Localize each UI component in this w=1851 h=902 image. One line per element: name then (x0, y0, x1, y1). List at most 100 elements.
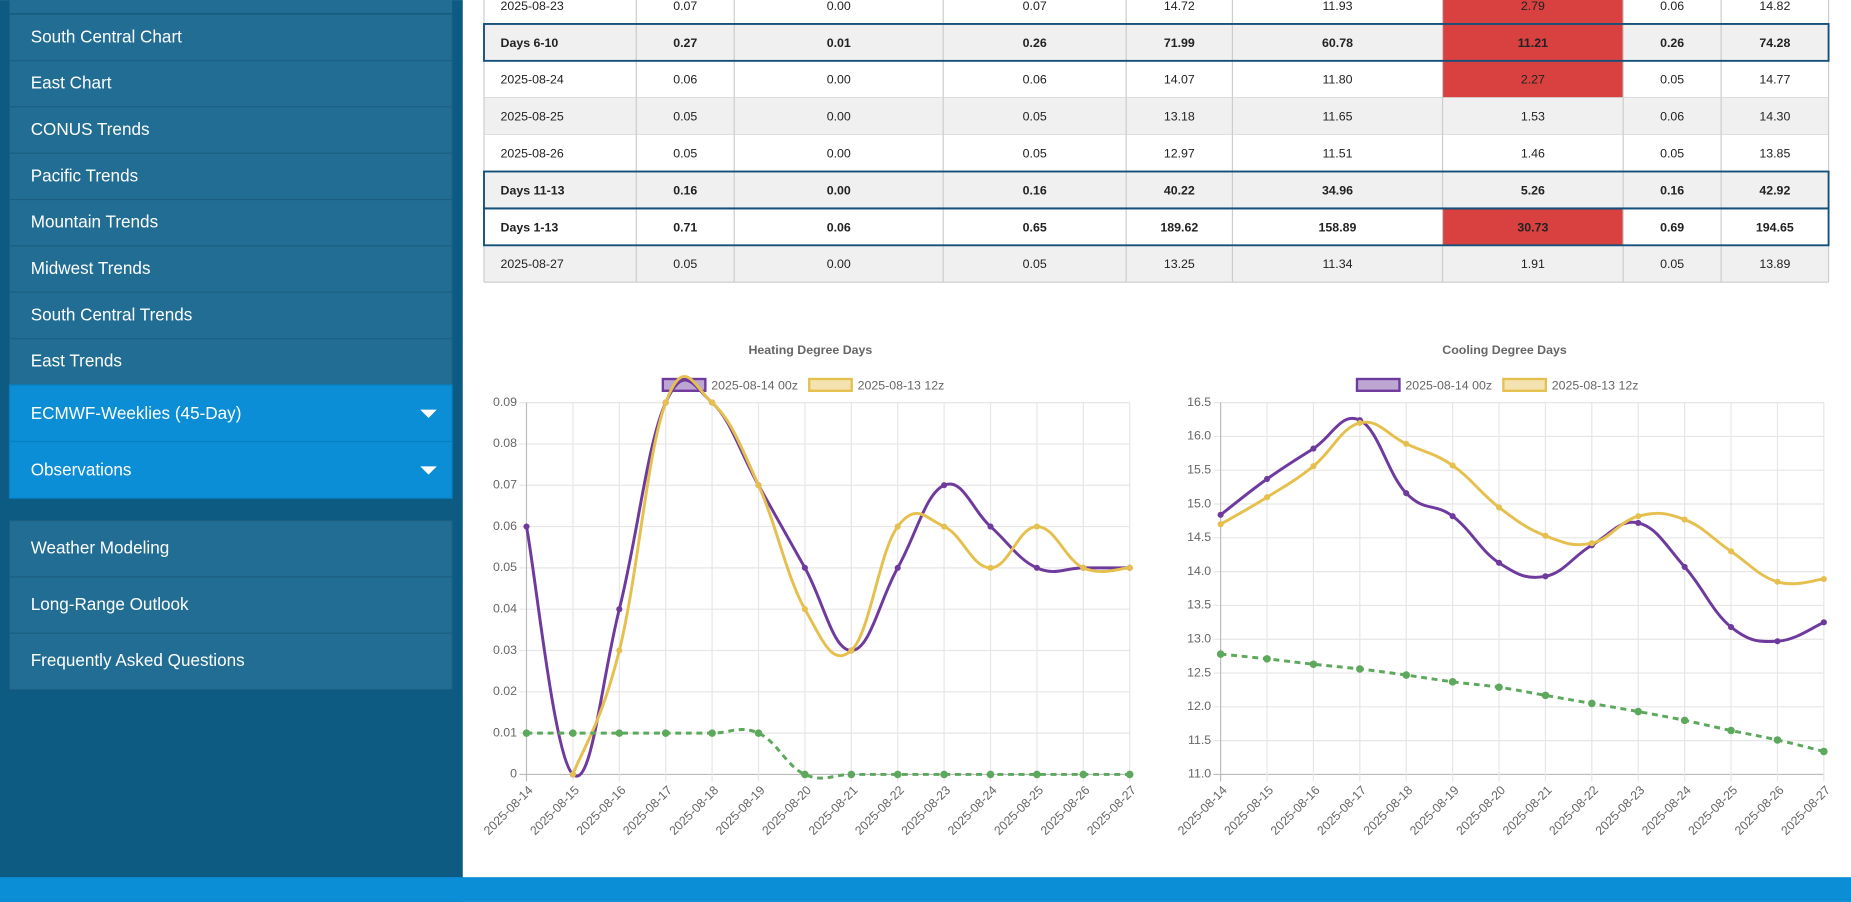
data-point (940, 770, 948, 779)
table-cell: 0.16 (1023, 183, 1047, 197)
table-cell: 0.06 (1660, 0, 1684, 13)
table-cell: 0.00 (827, 110, 851, 124)
table-cell: 2025-08-25 (501, 110, 564, 124)
nav-item[interactable]: East Chart (31, 74, 112, 93)
nav-item[interactable]: South Central Trends (31, 305, 193, 324)
data-point (1310, 445, 1317, 452)
data-point (1080, 564, 1087, 571)
nav-link[interactable]: Long-Range Outlook (31, 595, 189, 614)
row-bg (483, 171, 1829, 209)
y-tick-label: 14.5 (1187, 530, 1211, 544)
table-cell: 0.05 (1660, 147, 1684, 161)
data-point (1126, 564, 1133, 571)
dropdown[interactable]: Observations (31, 461, 132, 480)
y-tick-label: 0.05 (493, 560, 517, 574)
table-cell: 0.05 (1660, 257, 1684, 271)
table-cell: 1.53 (1521, 110, 1545, 124)
table-cell: 189.62 (1160, 220, 1198, 234)
legend-swatch (1355, 377, 1401, 392)
table-cell: 194.65 (1756, 220, 1794, 234)
table-cell: 12.97 (1164, 147, 1195, 161)
data-point (1495, 504, 1503, 511)
dropdown-bg (8, 384, 453, 443)
data-point (894, 523, 901, 530)
nav-link[interactable]: Frequently Asked Questions (31, 651, 245, 670)
data-point (615, 729, 624, 737)
summary-border (483, 207, 1830, 247)
data-point (1216, 650, 1225, 658)
table-cell: 0.06 (673, 73, 697, 87)
table-cell: 11.34 (1322, 257, 1352, 271)
nav-item[interactable]: East Trends (31, 352, 122, 371)
table-cell: 158.89 (1319, 220, 1357, 234)
data-point (987, 564, 994, 571)
data-point (709, 399, 716, 406)
table-cell: 0.00 (827, 0, 851, 13)
series-line (571, 375, 1130, 775)
legend-label: 2025-08-13 12z (1552, 378, 1639, 392)
legend-swatch (808, 377, 853, 392)
data-point (1309, 660, 1318, 669)
data-point (1079, 770, 1088, 779)
table-cell: Days 1-13 (501, 220, 559, 234)
legend-label: 2025-08-14 00z (711, 378, 798, 392)
highlight-cell (1442, 60, 1624, 98)
table-cell: 0.27 (673, 36, 697, 50)
table-cell: 42.92 (1759, 183, 1790, 197)
data-point (1635, 519, 1642, 527)
table-cell: 0.05 (1660, 73, 1684, 87)
table-cell: 5.26 (1521, 183, 1545, 197)
table-cell: 74.28 (1759, 36, 1790, 50)
y-tick-label: 0.02 (493, 684, 517, 698)
y-tick-label: 16.0 (1187, 429, 1211, 443)
data-point (1727, 623, 1735, 631)
nav-item[interactable]: Midwest Trends (31, 259, 151, 278)
table-cell: 0.05 (1023, 147, 1047, 161)
table-cell: 30.73 (1517, 220, 1548, 234)
table-cell: 0.07 (1023, 0, 1047, 13)
table-cell: 11.21 (1518, 36, 1548, 50)
data-point (1635, 513, 1642, 520)
data-point (1217, 511, 1224, 518)
x-tick-label: 2025-08-27 (1084, 783, 1139, 838)
nav-item[interactable]: Pacific Trends (31, 166, 138, 185)
dropdown-bg (8, 440, 453, 499)
y-tick-label: 0.09 (493, 395, 517, 409)
table-cell: 14.07 (1164, 73, 1195, 87)
table-cell: 14.72 (1164, 0, 1195, 13)
data-point (1681, 516, 1688, 523)
table-cell: 0.16 (1660, 183, 1684, 197)
table-cell: 0.01 (827, 36, 851, 50)
data-point (801, 606, 808, 613)
table-cell: 2025-08-23 (501, 0, 564, 13)
table-cell: 34.96 (1322, 183, 1353, 197)
table-cell: 13.85 (1759, 147, 1790, 161)
data-point (1774, 638, 1781, 645)
table-cell: 0.65 (1023, 220, 1047, 234)
data-point (1356, 665, 1364, 673)
data-point (1820, 619, 1827, 626)
y-tick-label: 0.06 (493, 519, 517, 533)
nav-item[interactable]: South Central Chart (31, 27, 182, 46)
data-point (801, 770, 809, 779)
nav-link[interactable]: Weather Modeling (31, 538, 170, 557)
chart-title: Cooling Degree Days (1442, 343, 1567, 357)
highlight-cell (1442, 0, 1624, 24)
nav-item[interactable]: CONUS Trends (31, 120, 150, 139)
nav-item[interactable]: Mountain Trends (31, 213, 158, 232)
y-tick-label: 13.0 (1187, 631, 1211, 645)
dropdown[interactable]: ECMWF-Weeklies (45-Day) (31, 404, 242, 423)
legend-label: 2025-08-13 12z (858, 378, 945, 392)
table-cell: 2025-08-27 (501, 257, 564, 271)
nav-item-bg (8, 337, 453, 386)
data-point (893, 770, 902, 779)
table-cell: 1.91 (1521, 257, 1545, 271)
data-point (1033, 770, 1041, 779)
data-point (1495, 559, 1503, 566)
table-cell: Days 11-13 (501, 183, 565, 197)
table-cell: 0.00 (827, 257, 851, 271)
data-point (1820, 575, 1827, 583)
data-point (708, 729, 716, 737)
data-point (1542, 573, 1549, 580)
